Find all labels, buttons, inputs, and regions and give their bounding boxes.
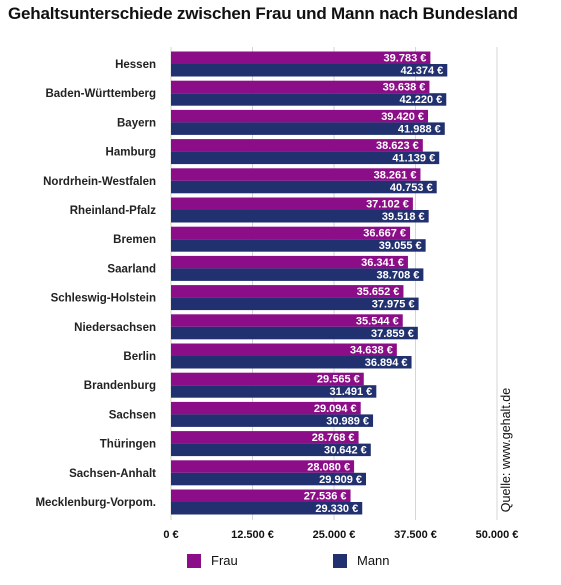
category-label: Hessen <box>115 59 156 71</box>
value-label: 37.102 € <box>366 199 409 211</box>
legend-swatch-frau <box>187 553 201 568</box>
value-label: 41.139 € <box>392 153 435 165</box>
x-tick-label: 37.500 € <box>394 529 437 541</box>
value-label: 39.783 € <box>384 53 427 65</box>
value-label: 30.989 € <box>326 415 369 427</box>
value-label: 39.420 € <box>381 111 424 123</box>
x-tick-label: 50.000 € <box>476 529 519 541</box>
value-label: 30.642 € <box>324 445 367 457</box>
category-label: Saarland <box>107 263 156 275</box>
source-note: Quelle: www.gehalt.de <box>491 380 521 520</box>
category-label: Niedersachsen <box>74 322 156 334</box>
x-axis-ticks: 0 € 12.500 € 25.000 € 37.500 € 50.000 € <box>163 529 518 541</box>
bar-mann <box>171 502 363 515</box>
bar-frau <box>171 197 413 210</box>
bars-group: 39.783 €42.374 € 39.638 €42.220 € 39.420 €… <box>171 51 448 515</box>
bar-mann <box>171 210 429 223</box>
bar-frau <box>171 80 430 94</box>
bar-mann <box>171 297 419 311</box>
bar-mann <box>171 472 367 486</box>
bar-mann <box>171 122 445 135</box>
category-label: Bremen <box>113 234 156 246</box>
category-label: Sachsen <box>109 409 156 421</box>
value-label: 36.341 € <box>361 257 404 269</box>
legend-item-frau: Frau <box>187 553 238 568</box>
value-label: 29.330 € <box>315 503 358 515</box>
category-label: Nordrhein-Westfalen <box>43 176 156 188</box>
bar-mann <box>171 414 374 427</box>
bar-mann <box>171 443 371 457</box>
bar-frau <box>171 109 429 123</box>
bar-mann <box>171 326 418 340</box>
value-label: 37.975 € <box>372 299 415 311</box>
value-label: 27.536 € <box>304 491 347 503</box>
value-label: 39.055 € <box>379 240 422 252</box>
bar-frau <box>171 343 397 356</box>
bar-frau <box>171 401 361 415</box>
value-label: 38.623 € <box>376 140 419 152</box>
value-label: 39.518 € <box>382 211 425 223</box>
bar-frau <box>171 285 404 298</box>
value-label: 29.909 € <box>319 474 362 486</box>
bar-mann <box>171 385 377 398</box>
bar-frau <box>171 255 408 269</box>
value-label: 28.768 € <box>312 432 355 444</box>
bar-frau <box>171 372 364 386</box>
bar-frau <box>171 460 355 473</box>
value-label: 35.544 € <box>356 315 399 327</box>
value-label: 29.565 € <box>317 374 360 386</box>
category-labels: Hessen Baden-Württemberg Bayern Hamburg Nord… <box>35 59 156 509</box>
source-text: Quelle: www.gehalt.de <box>499 387 513 513</box>
value-label: 28.080 € <box>307 461 350 473</box>
value-label: 38.708 € <box>377 269 420 281</box>
bar-mann <box>171 93 447 106</box>
category-label: Schleswig-Holstein <box>51 293 156 305</box>
value-label: 31.491 € <box>329 386 372 398</box>
value-label: 39.638 € <box>383 82 426 94</box>
legend-item-mann: Mann <box>333 553 390 568</box>
bar-mann <box>171 64 448 77</box>
bar-frau <box>171 431 359 444</box>
category-label: Sachsen-Anhalt <box>69 468 156 480</box>
category-label: Baden-Württemberg <box>45 88 156 100</box>
legend-label-frau: Frau <box>211 553 238 568</box>
x-tick-label: 0 € <box>163 529 178 541</box>
chart-title: Gehaltsunterschiede zwischen Frau und Ma… <box>8 4 518 23</box>
value-label: 36.894 € <box>365 357 408 369</box>
value-label: 34.638 € <box>350 345 393 357</box>
bar-frau <box>171 226 411 240</box>
category-label: Thüringen <box>100 439 156 451</box>
legend-swatch-mann <box>333 553 347 568</box>
legend-label-mann: Mann <box>357 553 390 568</box>
value-label: 29.094 € <box>314 403 357 415</box>
bar-frau <box>171 139 423 152</box>
bar-frau <box>171 51 431 64</box>
category-label: Rheinland-Pfalz <box>70 205 157 217</box>
value-label: 40.753 € <box>390 182 433 194</box>
category-label: Bayern <box>117 117 156 129</box>
value-label: 38.261 € <box>374 169 417 181</box>
value-label: 42.374 € <box>400 65 443 77</box>
category-label: Hamburg <box>106 147 156 159</box>
value-label: 41.988 € <box>398 123 441 135</box>
value-label: 35.652 € <box>357 286 400 298</box>
bar-mann <box>171 268 424 281</box>
bar-mann <box>171 151 440 165</box>
bar-frau <box>171 314 403 327</box>
value-label: 42.220 € <box>399 94 442 106</box>
category-label: Mecklenburg-Vorpom. <box>35 497 156 509</box>
category-label: Brandenburg <box>84 380 156 392</box>
value-label: 36.667 € <box>363 228 406 240</box>
bar-mann <box>171 180 437 194</box>
bar-mann <box>171 239 426 252</box>
bar-frau <box>171 489 351 502</box>
value-label: 37.859 € <box>371 328 414 340</box>
x-tick-label: 12.500 € <box>231 529 274 541</box>
bar-frau <box>171 168 421 181</box>
bar-mann <box>171 356 412 369</box>
category-label: Berlin <box>123 351 156 363</box>
x-tick-label: 25.000 € <box>313 529 356 541</box>
